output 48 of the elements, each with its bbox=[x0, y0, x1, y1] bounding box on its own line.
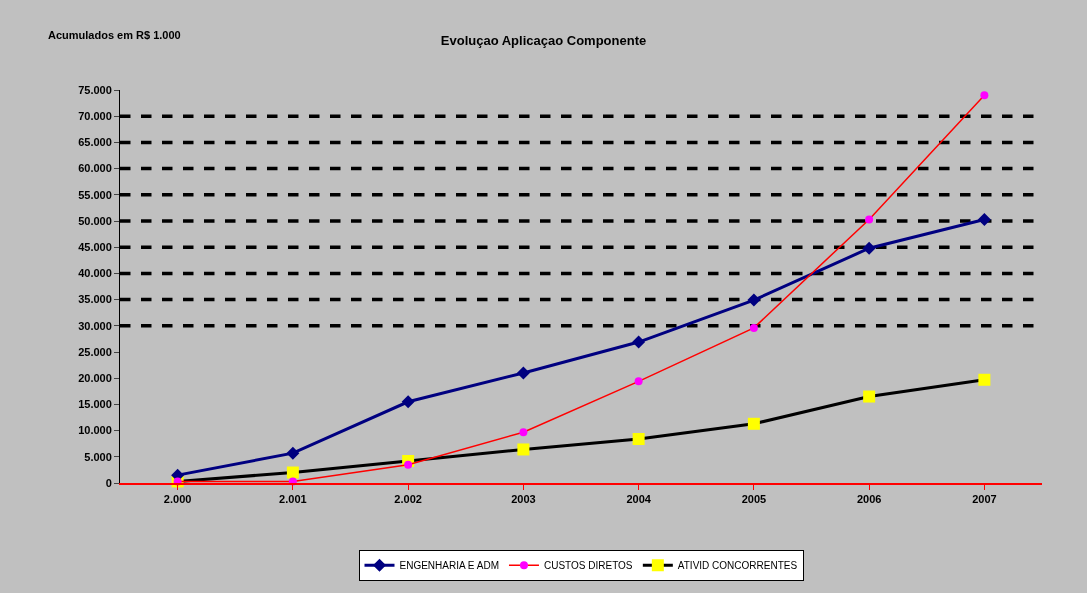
point bbox=[865, 215, 874, 224]
y-tick-label: 10.000 bbox=[78, 424, 112, 437]
point bbox=[634, 377, 643, 386]
x-tick-label: 2.002 bbox=[394, 493, 422, 506]
y-tick-label: 40.000 bbox=[78, 267, 112, 280]
point bbox=[862, 241, 876, 255]
point bbox=[977, 212, 991, 226]
point bbox=[749, 323, 758, 332]
point bbox=[863, 390, 876, 403]
legend-label: CUSTOS DIRETOS bbox=[543, 560, 633, 572]
y-tick-label: 45.000 bbox=[78, 241, 112, 254]
point bbox=[632, 432, 645, 445]
y-tick-label: 35.000 bbox=[78, 293, 112, 306]
point bbox=[747, 417, 760, 430]
x-tick-label: 2006 bbox=[856, 493, 882, 506]
point bbox=[517, 443, 530, 456]
point bbox=[519, 428, 528, 437]
y-tick-label: 55.000 bbox=[78, 188, 112, 201]
x-tick-label: 2003 bbox=[511, 493, 536, 506]
point bbox=[286, 446, 300, 460]
y-axis-title: Acumulados em R$ 1.000 bbox=[48, 29, 181, 41]
legend-label: ENGENHARIA E ADM bbox=[399, 560, 499, 572]
point bbox=[632, 335, 646, 349]
x-tick-label: 2005 bbox=[741, 493, 767, 506]
point bbox=[401, 395, 415, 409]
point bbox=[980, 91, 989, 100]
y-tick-label: 20.000 bbox=[78, 372, 112, 385]
y-tick-label: 50.000 bbox=[78, 214, 112, 227]
point bbox=[516, 366, 530, 380]
point bbox=[286, 466, 299, 479]
x-tick-label: 2007 bbox=[972, 493, 997, 506]
y-tick-label: 60.000 bbox=[78, 162, 112, 175]
y-tick-label: 70.000 bbox=[78, 110, 112, 123]
x-tick-label: 2.000 bbox=[163, 493, 192, 506]
point bbox=[404, 460, 413, 469]
legend-label: ATIVID CONCORRENTES bbox=[677, 560, 798, 572]
y-tick-label: 75.000 bbox=[78, 83, 112, 96]
point bbox=[747, 293, 761, 307]
y-tick-label: 30.000 bbox=[78, 319, 112, 332]
y-tick-label: 65.000 bbox=[78, 136, 112, 149]
y-tick-label: 15.000 bbox=[78, 398, 112, 411]
x-tick-label: 2.001 bbox=[279, 493, 307, 506]
chart-title: Evoluçao Aplicaçao Componente bbox=[440, 32, 647, 48]
y-tick-label: 5.000 bbox=[84, 450, 112, 463]
point bbox=[978, 373, 991, 386]
y-tick-label: 0 bbox=[105, 476, 112, 489]
x-tick-label: 2004 bbox=[626, 493, 652, 506]
y-tick-label: 25.000 bbox=[78, 345, 112, 358]
